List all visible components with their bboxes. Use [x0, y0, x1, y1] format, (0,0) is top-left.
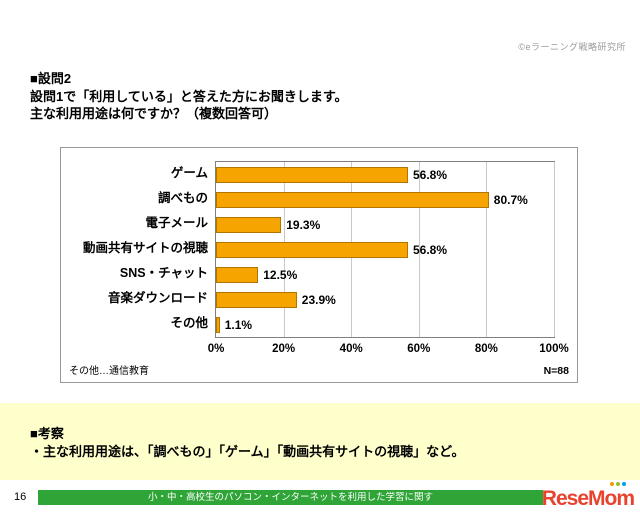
- category-label: 音楽ダウンロード: [107, 291, 208, 305]
- bar: [216, 166, 408, 183]
- value-label: 56.8%: [412, 167, 447, 182]
- category-label: ゲーム: [170, 166, 208, 180]
- value-label: 1.1%: [224, 317, 253, 332]
- footer: 16 小・中・高校生のパソコン・インターネットを利用した学習に関す ReseMo…: [0, 482, 640, 520]
- chart-row: 12.5%: [216, 262, 554, 287]
- chart-row: 1.1%: [216, 312, 554, 337]
- category-label: 電子メール: [145, 216, 208, 230]
- bar: [216, 191, 489, 208]
- page-number: 16: [14, 491, 27, 503]
- axis-tick-label: 0%: [207, 343, 225, 355]
- bar: [216, 316, 220, 333]
- question-line-1: 設問1で「利用している」と答えた方にお聞きします。: [30, 89, 348, 104]
- resemom-logo: ReseMom: [541, 482, 635, 510]
- axis-tick-label: 20%: [272, 343, 296, 355]
- chart-plot: 56.8% 80.7% 19.3% 56.8% 12.5% 23.9% 1.1%: [215, 161, 555, 338]
- dot-blue-icon: [622, 482, 626, 486]
- value-label: 23.9%: [301, 292, 336, 307]
- bar: [216, 241, 408, 258]
- bar: [216, 266, 259, 283]
- value-label: 12.5%: [263, 267, 298, 282]
- chart-footnote: その他…通信教育 N=88: [61, 359, 577, 379]
- value-label: 80.7%: [493, 192, 528, 207]
- bar: [216, 291, 297, 308]
- axis-tick-label: 80%: [474, 343, 498, 355]
- chart-note: その他…通信教育: [69, 366, 149, 377]
- dot-green-icon: [616, 482, 620, 486]
- chart-row: 80.7%: [216, 187, 554, 212]
- copyright-text: ©eラーニング戦略研究所: [518, 42, 626, 52]
- sample-size: N=88: [543, 365, 569, 377]
- category-label: 調べもの: [157, 191, 208, 205]
- footer-title-strip: 小・中・高校生のパソコン・インターネットを利用した学習に関す: [38, 490, 543, 505]
- bar-chart: ゲーム調べもの電子メール動画共有サイトの視聴 SNS・チャット音楽ダウンロードその…: [60, 147, 578, 383]
- chart-row: 56.8%: [216, 162, 554, 187]
- category-label: 動画共有サイトの視聴: [82, 241, 208, 255]
- value-label: 19.3%: [286, 217, 321, 232]
- gridline: [486, 162, 488, 337]
- dot-orange-icon: [610, 482, 614, 486]
- chart-row: 23.9%: [216, 287, 554, 312]
- question-section-label: ■設問2: [30, 71, 72, 86]
- analysis-heading: ■考察: [30, 426, 64, 441]
- chart-category-labels: ゲーム調べもの電子メール動画共有サイトの視聴 SNS・チャット音楽ダウンロードその…: [67, 161, 215, 338]
- chart-plot-area: ゲーム調べもの電子メール動画共有サイトの視聴 SNS・チャット音楽ダウンロードその…: [61, 161, 577, 338]
- analysis-bullet: ・主な利用用途は、「調べもの」「ゲーム」「動画共有サイトの視聴」など。: [30, 444, 465, 459]
- chart-axis: 0% 20% 40% 60% 80% 100%: [208, 338, 569, 359]
- gridline: [418, 162, 420, 337]
- analysis-band: ■考察 ・主な利用用途は、「調べもの」「ゲーム」「動画共有サイトの視聴」など。: [0, 403, 640, 480]
- logo-dots-icon: [610, 482, 626, 486]
- bar: [216, 216, 282, 233]
- chart-row: 56.8%: [216, 237, 554, 262]
- value-label: 56.8%: [412, 242, 447, 257]
- question-block: ■設問2 設問1で「利用している」と答えた方にお聞きします。 主な利用用途は何で…: [30, 70, 348, 122]
- axis-tick-label: 100%: [539, 343, 569, 355]
- category-label: その他: [170, 316, 208, 330]
- axis-tick-label: 60%: [407, 343, 431, 355]
- axis-tick-label: 40%: [339, 343, 363, 355]
- chart-row: 19.3%: [216, 212, 554, 237]
- question-line-2: 主な利用用途は何ですか？（複数回答可）: [30, 106, 278, 121]
- gridline: [554, 162, 555, 337]
- category-label: SNS・チャット: [119, 266, 208, 280]
- logo-text: ReseMom: [541, 487, 635, 510]
